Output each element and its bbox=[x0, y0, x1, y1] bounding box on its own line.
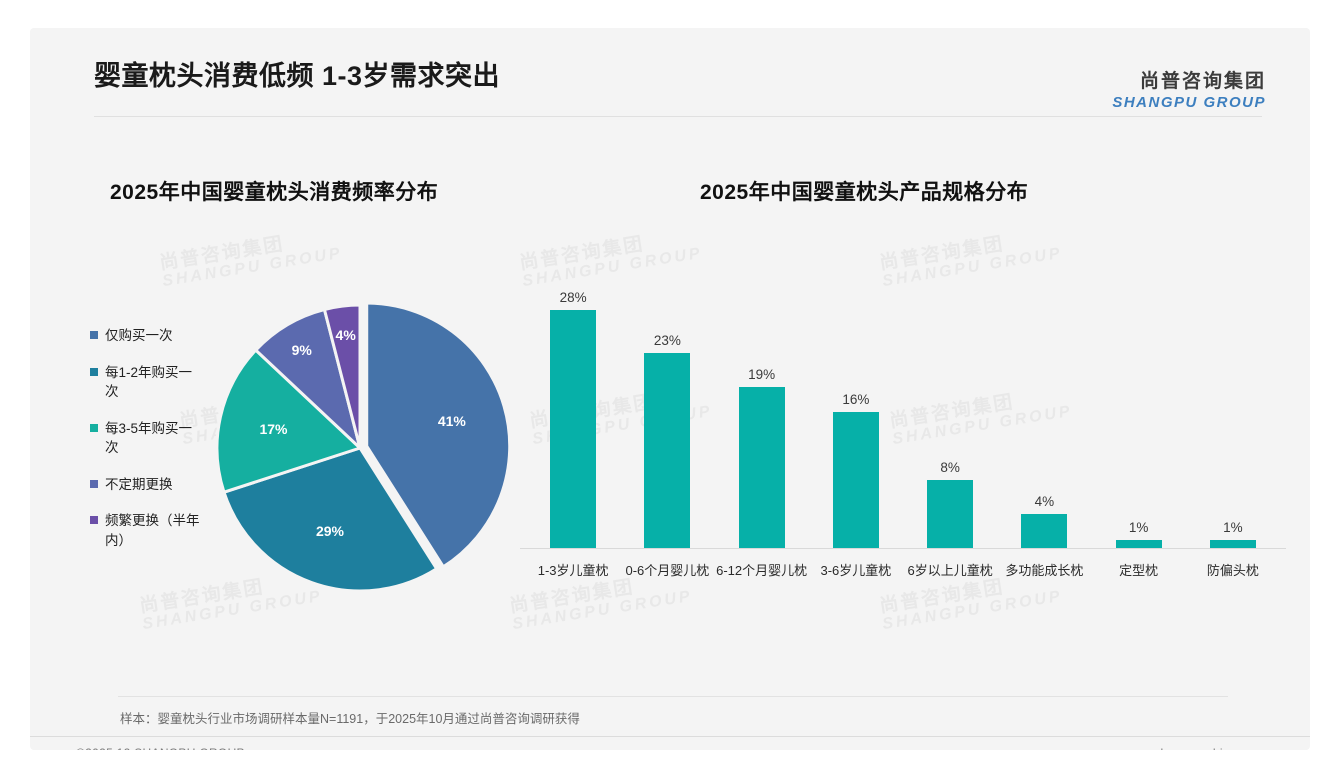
legend-label: 仅购买一次 bbox=[105, 328, 173, 343]
legend-label: 每3-5年购买一次 bbox=[105, 420, 193, 456]
pie-slice[interactable] bbox=[322, 303, 362, 449]
footnote-divider bbox=[118, 696, 1228, 697]
pie-slice-label: 9% bbox=[291, 341, 312, 358]
bar-value-label: 23% bbox=[653, 332, 681, 348]
bar-group[interactable]: 1% bbox=[1186, 278, 1280, 548]
bar-group[interactable]: 19% bbox=[715, 278, 809, 548]
page-title: 婴童枕头消费低频 1-3岁需求突出 bbox=[94, 61, 501, 91]
bar-category-label: 0-6个月婴儿枕 bbox=[625, 563, 710, 578]
pie-legend: 仅购买一次每1-2年购买一次 每3-5年购买一次不定期更换频繁更换（半年内） bbox=[90, 326, 205, 568]
bar-rect[interactable] bbox=[1209, 539, 1256, 548]
bar-rect[interactable] bbox=[550, 310, 597, 548]
bar-category-label: 防偏头枕 bbox=[1206, 563, 1259, 578]
bar-group[interactable]: 16% bbox=[809, 278, 903, 548]
pie-slice[interactable] bbox=[365, 301, 510, 569]
bar-group[interactable]: 4% bbox=[997, 278, 1091, 548]
bar-group[interactable]: 8% bbox=[903, 278, 997, 548]
pie-slice-label: 29% bbox=[315, 523, 344, 540]
bar-value-label: 8% bbox=[940, 460, 960, 475]
legend-swatch bbox=[90, 367, 98, 376]
legend-swatch bbox=[90, 479, 98, 488]
bar-category-label: 1-3岁儿童枕 bbox=[537, 563, 609, 578]
pie-slice[interactable] bbox=[253, 307, 363, 453]
bar-value-label: 1% bbox=[1223, 519, 1243, 535]
bar-chart: 28% 23% 19% 16% 8% 4% 1% 1% 1-3岁儿童枕 0-6个月婴儿枕 6-12… bbox=[496, 228, 1286, 593]
footer-divider bbox=[30, 736, 1310, 737]
brand-logo: 尚普咨询集团 SHANGPU GROUP bbox=[1112, 66, 1266, 111]
slide-canvas: 尚普咨询集团 SHANGPU GROUP 尚普咨询集团 SHANGPU GROU… bbox=[30, 28, 1310, 750]
footer-website: www.shangpu-china.com bbox=[1124, 746, 1264, 750]
pie-svg bbox=[215, 301, 510, 593]
bar-value-label: 1% bbox=[1128, 519, 1149, 535]
legend-swatch bbox=[90, 423, 98, 432]
logo-en: SHANGPU GROUP bbox=[1112, 94, 1266, 111]
pie-legend-item[interactable]: 不定期更换 bbox=[90, 475, 205, 495]
bar-chart-title: 2025年中国婴童枕头产品规格分布 bbox=[700, 181, 1029, 204]
bar-group[interactable]: 1% bbox=[1092, 278, 1186, 548]
bar-value-label: 16% bbox=[842, 392, 870, 407]
pie-legend-item[interactable]: 每1-2年购买一次 bbox=[90, 363, 205, 402]
bar-value-label: 28% bbox=[559, 290, 587, 305]
bar-plot-area: 28% 23% 19% 16% 8% 4% 1% 1% bbox=[526, 278, 1280, 548]
bar-category-label: 6岁以上儿童枕 bbox=[907, 563, 993, 578]
bar-category-label: 定型枕 bbox=[1119, 563, 1159, 578]
pie-slice-label: 4% bbox=[335, 326, 356, 343]
bar-rect[interactable] bbox=[1021, 514, 1068, 548]
bar-value-label: 19% bbox=[748, 366, 776, 382]
bar-category-label: 3-6岁儿童枕 bbox=[820, 563, 892, 578]
bar-rect[interactable] bbox=[738, 386, 785, 548]
bar-rect[interactable] bbox=[927, 480, 974, 548]
slide-header: 婴童枕头消费低频 1-3岁需求突出 尚普咨询集团 SHANGPU GROUP bbox=[30, 28, 1310, 118]
bar-value-label: 4% bbox=[1034, 494, 1055, 509]
legend-label: 不定期更换 bbox=[105, 476, 173, 492]
footer-copyright: ©2025.12 SHANGPU GROUP bbox=[76, 746, 245, 750]
pie-slice[interactable] bbox=[222, 446, 439, 593]
bar-category-label: 多功能成长枕 bbox=[1005, 563, 1084, 578]
watermark-en: SHANGPU GROUP bbox=[881, 587, 1064, 633]
bar-rect[interactable] bbox=[1115, 539, 1162, 548]
pie-slice-label: 17% bbox=[259, 420, 288, 437]
bar-axis-line bbox=[520, 548, 1286, 549]
legend-label: 频繁更换（半年内） bbox=[105, 513, 200, 548]
legend-swatch bbox=[90, 331, 98, 339]
pie-legend-item[interactable]: 仅购买一次 bbox=[90, 326, 205, 346]
bar-category-label: 6-12个月婴儿枕 bbox=[716, 563, 808, 578]
pie-chart-title: 2025年中国婴童枕头消费频率分布 bbox=[110, 181, 439, 204]
legend-swatch bbox=[90, 516, 98, 525]
bar-rect[interactable] bbox=[832, 412, 879, 548]
pie-slice-label: 41% bbox=[437, 413, 466, 430]
legend-label: 每1-2年购买一次 bbox=[105, 364, 193, 400]
header-divider bbox=[94, 116, 1262, 117]
bar-group[interactable]: 28% bbox=[526, 278, 620, 548]
logo-cn: 尚普咨询集团 bbox=[1139, 71, 1266, 92]
pie-legend-item[interactable]: 频繁更换（半年内） bbox=[90, 511, 205, 550]
bar-rect[interactable] bbox=[644, 352, 691, 548]
bar-group[interactable]: 23% bbox=[620, 278, 714, 548]
sample-footnote: 样本：婴童枕头行业市场调研样本量N=1191，于2025年10月通过尚普咨询调研… bbox=[120, 712, 580, 726]
pie-slice[interactable] bbox=[215, 347, 363, 495]
pie-legend-item[interactable]: 每3-5年购买一次 bbox=[90, 419, 205, 458]
pie-chart: 仅购买一次每1-2年购买一次 每3-5年购买一次不定期更换频繁更换（半年内） 41… bbox=[60, 218, 620, 618]
